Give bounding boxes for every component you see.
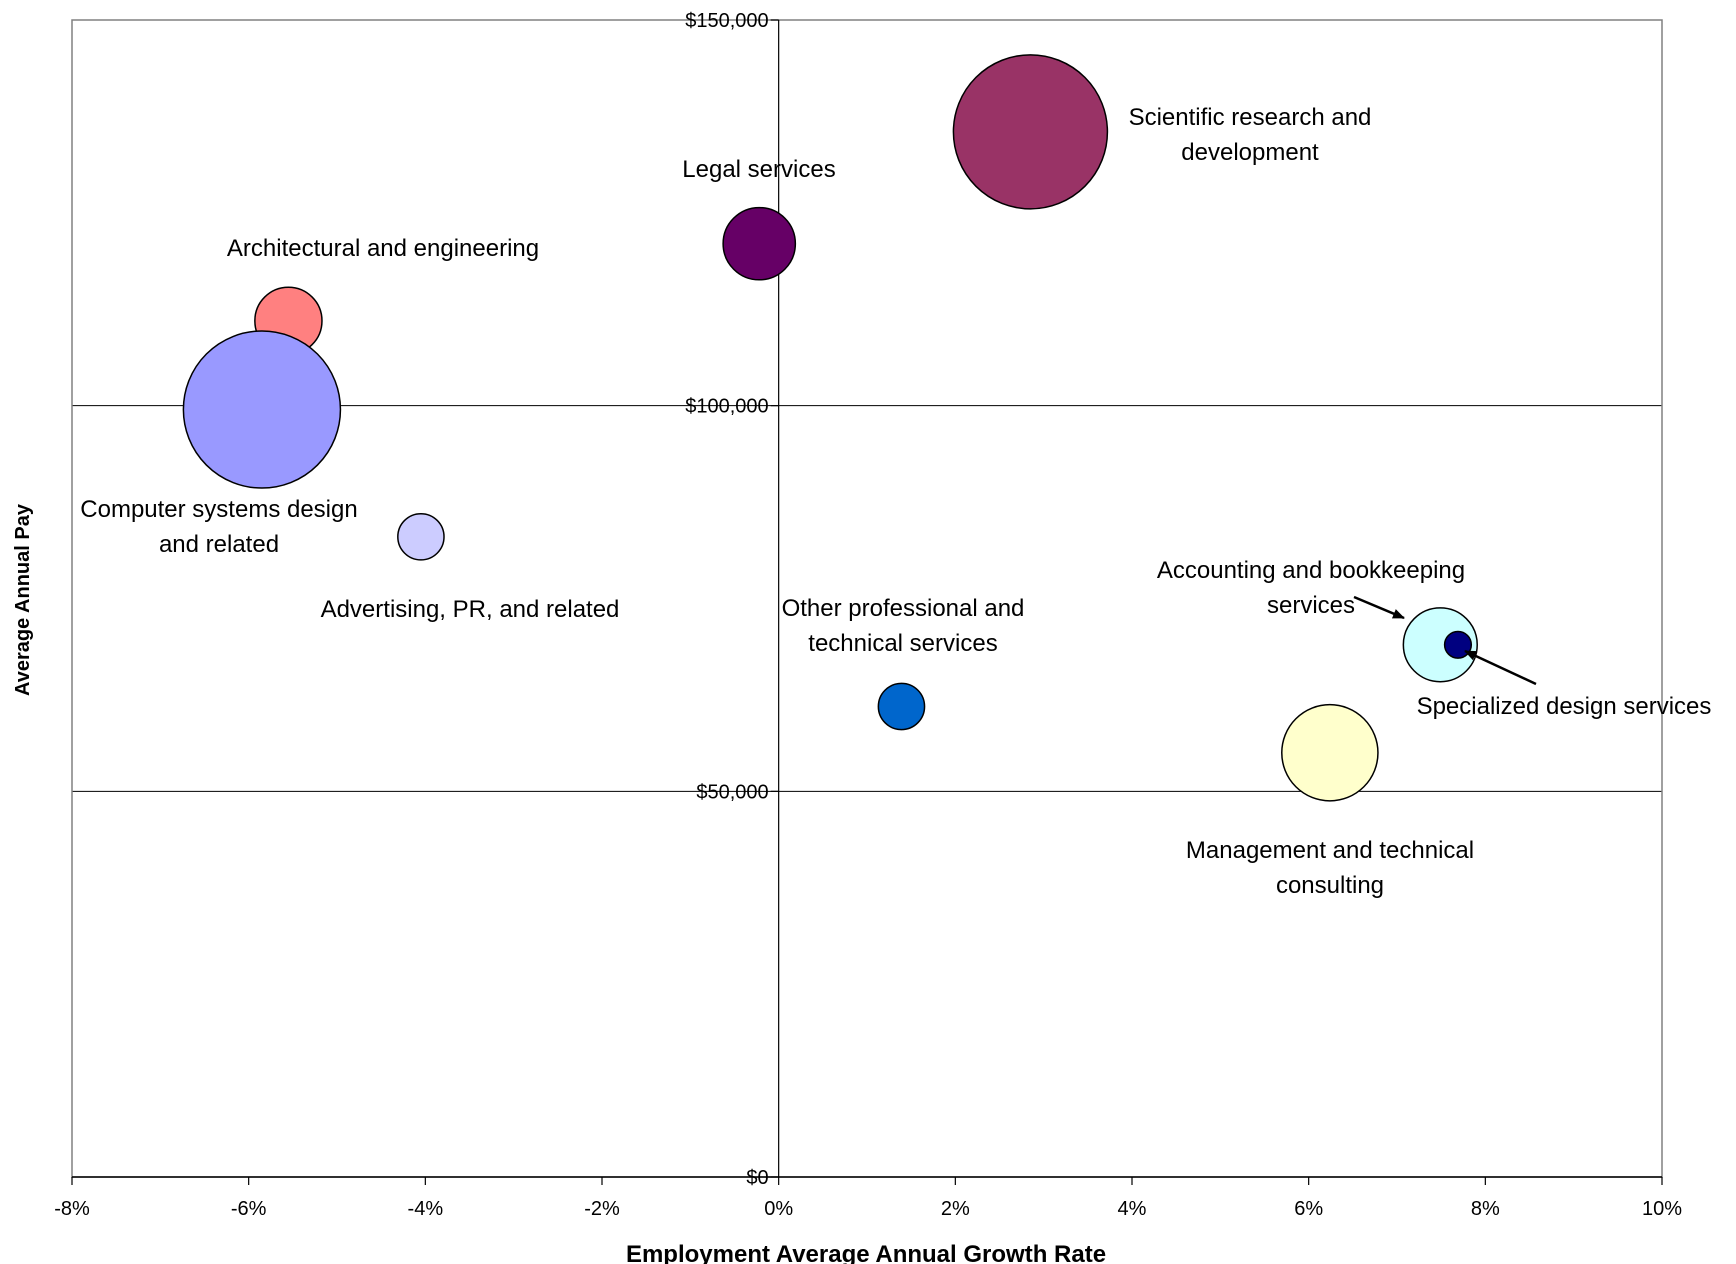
accounting-arrow	[1353, 595, 1405, 620]
bubble-scientific-research-and-development	[952, 54, 1109, 210]
bubble-label-scientific-research-and-development: Scientific research and development	[1129, 104, 1372, 166]
x-tick-label: 0%	[764, 1198, 793, 1220]
bubble-specialized-design-services	[1443, 630, 1473, 659]
y-axis-title: Average Annual Pay	[12, 503, 34, 696]
x-tick-label: -2%	[584, 1198, 620, 1220]
y-tick-label: $100,000	[685, 396, 768, 418]
x-tick-label: 6%	[1294, 1198, 1323, 1220]
x-tick-label: 2%	[941, 1198, 970, 1220]
bubble-label-accounting-and-bookkeeping-services: Accounting and bookkeeping services	[1157, 557, 1465, 619]
y-tick-label: $50,000	[696, 781, 768, 803]
axes: $0 $50,000 $100,000 $150,000 -8% -6% -4% -2% 0% 2…	[54, 10, 1682, 1220]
bubble-other-professional-and-technical-services	[877, 682, 926, 731]
bubble-label-legal-services: Legal services	[682, 156, 835, 183]
x-tick-label: -4%	[408, 1198, 444, 1220]
x-tick-label: -8%	[54, 1198, 90, 1220]
x-tick-label: -6%	[231, 1198, 267, 1220]
specialized-design-arrow	[1464, 649, 1537, 686]
bubble-label-computer-systems-design-and-related: Computer systems design and related	[80, 496, 357, 558]
bubble-accounting-and-bookkeeping-services	[1402, 607, 1478, 683]
annotation-arrows	[1353, 595, 1537, 686]
y-tick-label: $0	[746, 1167, 768, 1189]
y-tick-label: $150,000	[685, 10, 768, 32]
x-tick-label: 4%	[1118, 1198, 1147, 1220]
x-axis-title: Employment Average Annual Growth Rate	[626, 1241, 1106, 1264]
bubble-computer-systems-design-and-related	[182, 330, 342, 489]
bubble-management-and-technical-consulting	[1281, 703, 1379, 802]
bubble-label-advertising-pr-and-related: Advertising, PR, and related	[321, 596, 620, 623]
bubbles	[182, 54, 1478, 802]
bubble-label-management-and-technical-consulting: Management and technical consulting	[1186, 837, 1474, 899]
bubble-label-other-professional-and-technical-services: Other professional and technical services	[782, 595, 1025, 657]
bubble-advertising-pr-and-related	[397, 512, 445, 561]
x-tick-label: 8%	[1471, 1198, 1500, 1220]
bubble-label-architectural-and-engineering: Architectural and engineering	[227, 235, 539, 262]
x-tick-label: 10%	[1642, 1198, 1682, 1220]
bubble-legal-services	[722, 206, 797, 281]
bubble-label-specialized-design-services: Specialized design services	[1417, 693, 1712, 720]
bubble-labels: Scientific research and development Legal …	[80, 104, 1711, 899]
